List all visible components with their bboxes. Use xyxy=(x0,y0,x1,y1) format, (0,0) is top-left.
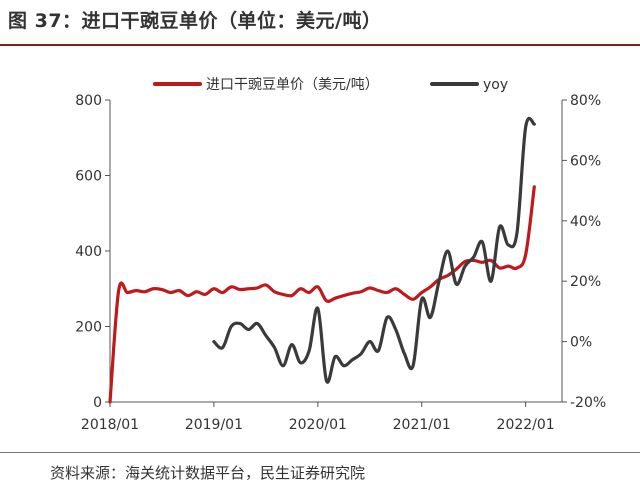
price-series-line xyxy=(108,185,536,404)
page-title: 图 37：进口干豌豆单价（单位：美元/吨） xyxy=(8,10,382,32)
yoy-series-line xyxy=(212,116,536,384)
source-note: 资料来源：海关统计数据平台，民生证券研究院 xyxy=(50,464,366,482)
y-right-tick-label: 60% xyxy=(570,153,601,169)
y-right-tick-label: -20% xyxy=(570,395,606,411)
price-yoy-chart: 进口干豌豆单价（美元/吨） yoy 0 200 400 600 800 -20% 0% 20% 4… xyxy=(75,77,606,433)
y-left-tick-label: 800 xyxy=(75,93,102,109)
x-tick-label: 2018/01 xyxy=(81,417,139,433)
y-left-tick-label: 400 xyxy=(75,244,102,260)
legend-label-price: 进口干豌豆单价（美元/吨） xyxy=(206,77,379,93)
chart-axes: 0 200 400 600 800 -20% 0% 20% 40% 60% 80% 2018/01 20… xyxy=(75,93,606,433)
x-tick-label: 2020/01 xyxy=(289,417,347,433)
x-tick-label: 2019/01 xyxy=(185,417,243,433)
title-bar: 图 37：进口干豌豆单价（单位：美元/吨） xyxy=(0,0,640,44)
y-left-tick-label: 600 xyxy=(75,169,102,185)
chart-legend: 进口干豌豆单价（美元/吨） yoy xyxy=(153,77,508,93)
legend-label-yoy: yoy xyxy=(483,77,508,93)
title-divider xyxy=(0,44,640,46)
footer-divider xyxy=(0,452,640,453)
y-right-tick-label: 80% xyxy=(570,93,601,109)
y-left-tick-label: 200 xyxy=(75,320,102,336)
y-left-tick-label: 0 xyxy=(93,395,102,411)
x-tick-label: 2022/01 xyxy=(497,417,555,433)
x-tick-label: 2021/01 xyxy=(393,417,451,433)
y-right-tick-label: 0% xyxy=(570,335,592,351)
y-right-tick-label: 40% xyxy=(570,214,601,230)
chart-plot-area xyxy=(108,116,536,404)
y-right-tick-label: 20% xyxy=(570,274,601,290)
